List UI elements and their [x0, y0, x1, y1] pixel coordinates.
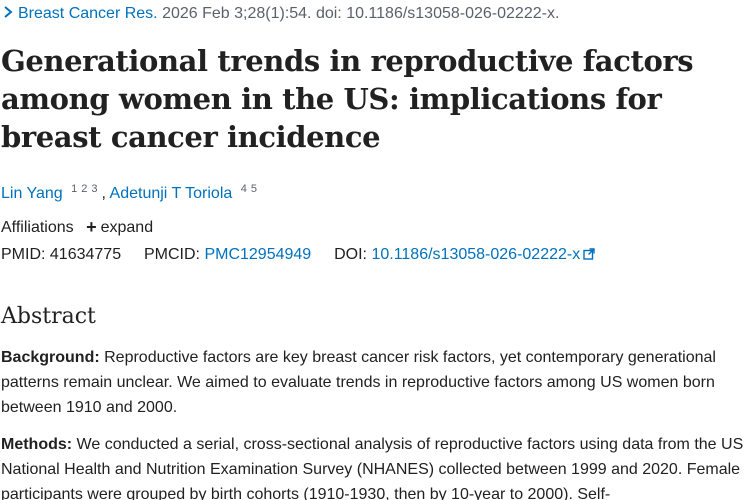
abstract-background: Background: Reproductive factors are key… [1, 345, 749, 420]
plus-icon: + [86, 217, 97, 237]
affiliation-ref[interactable]: 1 [71, 183, 78, 195]
affiliations-label: Affiliations [1, 219, 74, 236]
background-label: Background: [1, 349, 100, 366]
pmid-label: PMID: [1, 246, 46, 263]
journal-link[interactable]: Breast Cancer Res. [18, 5, 158, 22]
expand-label: expand [100, 219, 154, 236]
doi-link[interactable]: 10.1186/s13058-026-02222-x [371, 246, 595, 263]
affiliation-ref[interactable]: 5 [250, 183, 257, 195]
citation-line: Breast Cancer Res. 2026 Feb 3;28(1):54. … [2, 4, 559, 24]
methods-label: Methods: [1, 436, 73, 453]
identifiers-row: PMID: 41634775 PMCID: PMC12954949 DOI: 1… [1, 244, 595, 266]
pmcid-link[interactable]: PMC12954949 [204, 246, 312, 263]
doi-value: 10.1186/s13058-026-02222-x [371, 246, 581, 263]
affiliation-ref[interactable]: 3 [91, 183, 98, 195]
abstract-heading: Abstract [1, 304, 96, 329]
affiliation-ref[interactable]: 2 [81, 183, 88, 195]
affiliations-row: Affiliations + expand [1, 216, 153, 239]
chevron-right-icon [4, 6, 13, 18]
citation-details: 2026 Feb 3;28(1):54. doi: 10.1186/s13058… [162, 5, 560, 22]
doi-label: DOI: [334, 246, 367, 263]
pmcid-label: PMCID: [144, 246, 200, 263]
affiliations-expand-button[interactable]: + expand [86, 216, 153, 239]
abstract-methods: Methods: We conducted a serial, cross-se… [1, 432, 749, 500]
methods-text: We conducted a serial, cross-sectional a… [1, 436, 744, 500]
author-separator: , [101, 185, 106, 202]
article-title: Generational trends in reproductive fact… [1, 44, 694, 154]
author-link[interactable]: Adetunji T Toriola [109, 185, 233, 202]
external-link-icon [583, 248, 595, 260]
affiliation-ref[interactable]: 4 [240, 183, 247, 195]
background-text: Reproductive factors are key breast canc… [1, 349, 716, 416]
pmid-value: 41634775 [49, 246, 122, 263]
author-link[interactable]: Lin Yang [1, 185, 63, 202]
